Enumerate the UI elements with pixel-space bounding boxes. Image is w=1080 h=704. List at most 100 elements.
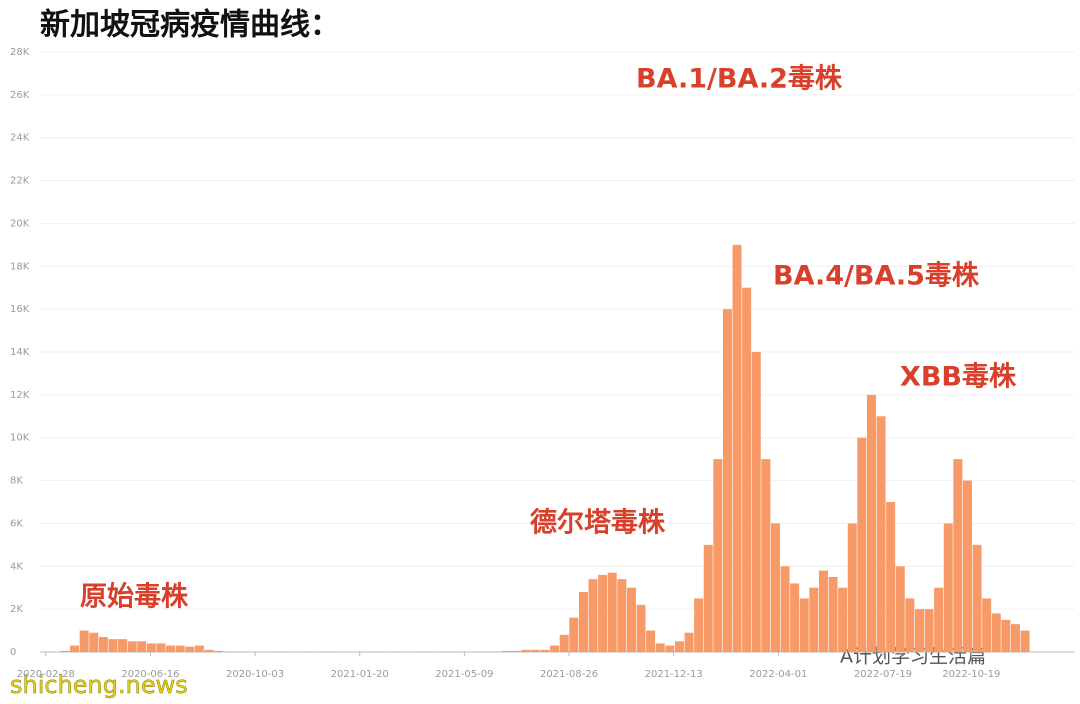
y-tick-label: 0 xyxy=(10,647,16,658)
bar xyxy=(617,579,627,652)
bar xyxy=(857,437,867,652)
bar xyxy=(722,309,732,652)
bar xyxy=(742,287,752,652)
bar xyxy=(214,650,224,652)
bar xyxy=(828,577,838,652)
bar xyxy=(598,574,608,652)
bar xyxy=(156,643,166,652)
bar xyxy=(127,641,137,652)
y-tick-label: 22K xyxy=(10,176,30,187)
bar xyxy=(166,645,176,652)
bar xyxy=(636,604,646,652)
bar xyxy=(780,566,790,652)
y-tick-label: 20K xyxy=(10,218,30,229)
bar xyxy=(866,394,876,652)
bar xyxy=(204,649,214,652)
y-tick-label: 10K xyxy=(10,433,30,444)
x-tick-label: 2020-02-28 xyxy=(17,669,75,680)
bar xyxy=(991,613,1001,652)
bar xyxy=(799,598,809,652)
bar xyxy=(703,544,713,652)
bar xyxy=(626,587,636,652)
bar xyxy=(550,645,560,652)
bar xyxy=(185,646,195,652)
y-tick-label: 26K xyxy=(10,90,30,101)
bar xyxy=(502,650,512,652)
y-tick-label: 12K xyxy=(10,390,30,401)
bar xyxy=(895,566,905,652)
y-tick-label: 28K xyxy=(10,47,30,58)
bar xyxy=(89,632,99,652)
bar xyxy=(569,617,579,652)
bar xyxy=(118,639,128,652)
bar xyxy=(914,609,924,652)
x-tick-label: 2022-04-01 xyxy=(749,669,807,680)
bar xyxy=(137,641,147,652)
bar xyxy=(943,523,953,652)
bar xyxy=(982,598,992,652)
bar xyxy=(1010,624,1020,652)
bar xyxy=(751,352,761,652)
bar xyxy=(70,645,80,652)
bar xyxy=(847,523,857,652)
bar xyxy=(732,244,742,652)
y-tick-label: 8K xyxy=(10,476,23,487)
bar xyxy=(761,459,771,652)
bar xyxy=(953,459,963,652)
bar xyxy=(79,630,89,652)
bar xyxy=(1020,630,1030,652)
annotation: 德尔塔毒株 xyxy=(530,508,666,539)
bar xyxy=(876,416,886,652)
bar xyxy=(665,645,675,652)
bar xyxy=(108,639,118,652)
chart-title: 新加坡冠病疫情曲线： xyxy=(40,8,340,43)
x-tick-label: 2021-08-26 xyxy=(540,669,598,680)
bar xyxy=(684,632,694,652)
x-tick-label: 2022-07-19 xyxy=(854,669,912,680)
y-tick-label: 18K xyxy=(10,261,30,272)
bar xyxy=(905,598,915,652)
bar xyxy=(886,502,896,652)
bar xyxy=(175,645,185,652)
x-tick-label: 2020-06-16 xyxy=(121,669,179,680)
y-tick-label: 16K xyxy=(10,304,30,315)
bar xyxy=(646,630,656,652)
bar xyxy=(60,650,70,652)
x-tick-label: 2022-10-19 xyxy=(942,669,1000,680)
y-tick-label: 4K xyxy=(10,561,23,572)
y-tick-label: 2K xyxy=(10,604,23,615)
bar xyxy=(559,634,569,652)
x-tick-label: 2021-01-20 xyxy=(331,669,389,680)
bar xyxy=(934,587,944,652)
annotation: 原始毒株 xyxy=(80,581,189,613)
bar xyxy=(694,598,704,652)
annotation: XBB毒株 xyxy=(900,362,1017,393)
x-tick-label: 2021-05-09 xyxy=(435,669,493,680)
bar xyxy=(924,609,934,652)
site-watermark: shicheng.news xyxy=(10,671,188,699)
bar xyxy=(194,645,204,652)
y-tick-label: 24K xyxy=(10,133,30,144)
bar xyxy=(607,572,617,652)
bar xyxy=(588,579,598,652)
bar xyxy=(98,637,108,652)
bar xyxy=(713,459,723,652)
bar xyxy=(578,592,588,652)
bar xyxy=(838,587,848,652)
y-tick-label: 14K xyxy=(10,347,30,358)
bar xyxy=(962,480,972,652)
annotation: BA.1/BA.2毒株 xyxy=(636,64,843,95)
bar xyxy=(521,649,531,652)
bar xyxy=(655,643,665,652)
bar xyxy=(972,544,982,652)
bar xyxy=(540,649,550,652)
y-tick-label: 6K xyxy=(10,518,23,529)
bar xyxy=(511,650,521,652)
bar xyxy=(1001,619,1011,652)
bar xyxy=(809,587,819,652)
bar xyxy=(770,523,780,652)
bar xyxy=(530,649,540,652)
x-tick-label: 2021-12-13 xyxy=(645,669,703,680)
x-tick-label: 2020-10-03 xyxy=(226,669,284,680)
